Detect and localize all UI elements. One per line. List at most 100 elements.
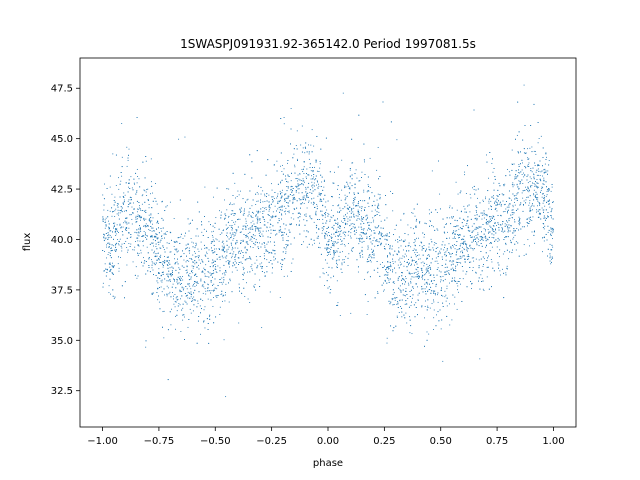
data-point — [521, 226, 523, 228]
data-point — [206, 251, 208, 253]
data-point — [539, 175, 541, 176]
data-point — [390, 266, 392, 268]
data-point — [445, 251, 447, 253]
data-point — [315, 175, 317, 177]
data-point — [490, 205, 492, 207]
data-point — [481, 277, 483, 279]
data-point — [429, 264, 431, 266]
data-point — [243, 287, 245, 289]
data-point — [210, 243, 212, 244]
data-point — [457, 258, 459, 260]
data-point — [504, 203, 506, 205]
data-point — [446, 305, 448, 307]
data-point — [520, 182, 522, 184]
data-point — [230, 234, 232, 236]
data-point — [476, 219, 478, 221]
data-point — [452, 232, 454, 234]
data-point — [374, 215, 375, 217]
data-point — [335, 222, 336, 224]
data-point — [372, 250, 374, 252]
data-point — [423, 245, 425, 247]
data-point — [500, 274, 502, 276]
data-point — [322, 272, 324, 274]
data-point — [417, 272, 419, 274]
data-point — [299, 220, 301, 222]
data-point — [348, 188, 350, 189]
data-point — [381, 284, 383, 286]
data-point — [336, 264, 338, 266]
data-point — [483, 289, 485, 291]
data-point — [288, 197, 289, 199]
data-point — [176, 281, 178, 283]
data-point — [174, 279, 175, 281]
data-point — [466, 243, 468, 245]
data-point — [551, 256, 553, 258]
data-point — [108, 247, 110, 248]
data-point — [147, 188, 149, 190]
data-point — [548, 200, 550, 202]
data-point — [394, 261, 396, 263]
data-point — [257, 212, 259, 214]
data-point — [473, 189, 475, 191]
data-point — [408, 244, 410, 246]
data-point — [245, 236, 247, 238]
data-point — [264, 224, 266, 226]
data-point — [516, 183, 518, 185]
data-point — [292, 258, 294, 260]
data-point — [222, 257, 224, 259]
data-point — [416, 269, 418, 271]
data-point — [506, 206, 508, 208]
data-point — [347, 218, 349, 220]
data-point — [464, 242, 466, 244]
data-point — [141, 203, 143, 205]
data-point — [138, 245, 140, 247]
data-point — [373, 257, 375, 259]
data-point — [212, 225, 214, 227]
data-point — [224, 217, 226, 219]
data-point — [216, 239, 218, 241]
data-point — [366, 261, 368, 263]
data-point — [183, 316, 185, 318]
data-point — [305, 176, 307, 178]
data-point — [201, 271, 203, 273]
data-point — [433, 244, 435, 246]
data-point — [502, 223, 503, 225]
data-point — [486, 244, 487, 246]
data-point — [492, 215, 494, 217]
data-point — [258, 248, 260, 250]
data-point — [538, 216, 540, 218]
data-point — [207, 287, 209, 289]
data-point — [281, 266, 283, 268]
data-point — [444, 232, 446, 234]
data-point — [287, 235, 289, 237]
data-point — [445, 259, 447, 261]
data-point — [361, 218, 363, 220]
data-point — [153, 230, 155, 232]
data-point — [385, 204, 387, 206]
data-point — [266, 226, 268, 228]
data-point — [162, 311, 164, 313]
data-point — [311, 244, 313, 246]
data-point — [138, 178, 140, 180]
data-point — [396, 297, 398, 299]
data-point — [271, 272, 273, 274]
data-point — [213, 260, 215, 262]
data-point — [344, 185, 346, 187]
data-point — [552, 218, 554, 220]
data-point — [384, 219, 386, 221]
data-point — [251, 268, 253, 270]
data-point — [279, 211, 281, 213]
data-point — [408, 242, 410, 244]
data-point — [223, 229, 225, 231]
data-point — [518, 152, 520, 154]
data-point — [421, 276, 423, 278]
data-point — [266, 243, 268, 245]
data-point — [453, 260, 455, 262]
data-point — [469, 230, 471, 232]
data-point — [545, 153, 547, 155]
data-point — [413, 260, 415, 261]
data-point — [473, 257, 475, 259]
data-point — [140, 210, 142, 211]
data-point — [306, 178, 307, 180]
data-point — [552, 229, 554, 231]
